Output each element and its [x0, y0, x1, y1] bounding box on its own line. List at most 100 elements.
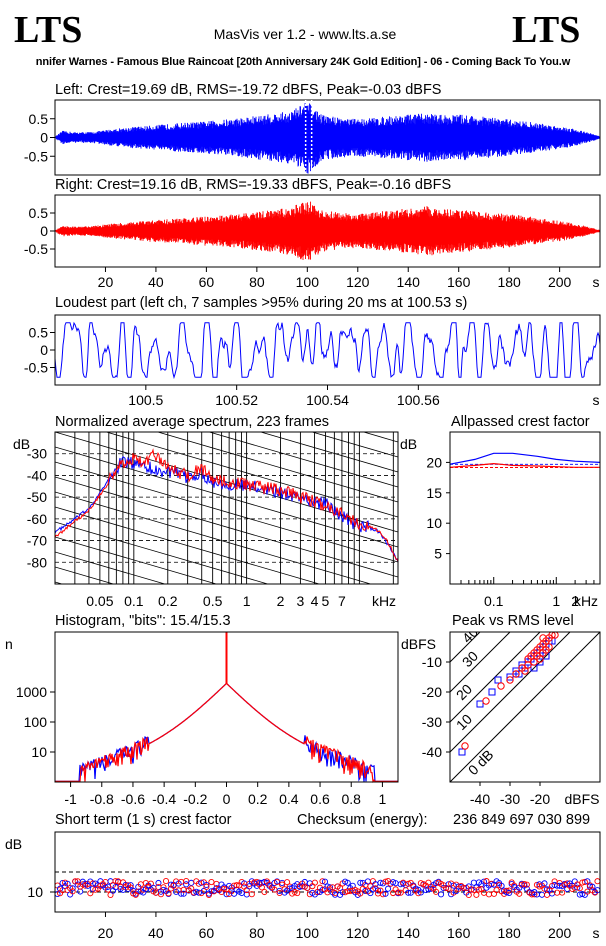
spectrum-series-line: [55, 456, 398, 563]
crestterm-point-red: [521, 881, 528, 888]
peakrms-crest-line: [450, 632, 481, 663]
spectrum-ytick-label: -50: [27, 489, 47, 505]
spectrum-xtick-label: 4: [311, 593, 319, 609]
peakrms-point-red: [521, 667, 529, 675]
crestterm-ytick-label: 10: [27, 884, 43, 900]
spectrum-xtick-label: 1: [243, 593, 251, 609]
loudest-xtick-label: 100.52: [215, 392, 258, 408]
crestterm-point-red: [390, 889, 397, 897]
loudest-ytick-label: 0: [40, 342, 48, 358]
spectrum-slope-line: [55, 297, 398, 397]
peakrms-point-blue: [488, 688, 496, 696]
crestterm-point-blue: [574, 884, 581, 891]
spectrum-xtick-label: 2: [277, 593, 285, 609]
peakrms-ylabel: dBFS: [401, 636, 436, 652]
crestterm-point-blue: [344, 879, 351, 886]
right-xtick-label: 160: [447, 274, 471, 290]
loudest-ytick-label: 0.5: [29, 325, 49, 341]
crestterm-point-red: [576, 885, 583, 892]
crestterm-point-red: [183, 877, 190, 885]
loudest-xtick-label: 100.54: [306, 392, 349, 408]
spectrum-ytick-label: -40: [27, 467, 47, 483]
right-ytick-label: -0.5: [24, 241, 48, 257]
spectrum-slope-line: [55, 476, 398, 578]
crestterm-point-red: [248, 891, 255, 898]
logo-right: LTS: [512, 9, 581, 51]
crestterm-point-blue: [407, 889, 414, 896]
peakrms-point-red: [497, 682, 505, 690]
right-ytick-label: 0: [40, 223, 48, 239]
crestterm-point-red: [397, 889, 404, 896]
logo-left: LTS: [14, 9, 83, 51]
crestterm-title: Short term (1 s) crest factor: [55, 812, 232, 828]
loudest-ytick-label: -0.5: [24, 360, 48, 376]
histogram-xtick-label: -0.2: [183, 791, 207, 807]
peakrms-crest-label: 0 dB: [465, 746, 497, 778]
peakrms-crest-line: [450, 632, 511, 693]
spectrum-ylabel: dB: [13, 436, 30, 452]
spectrum-slope-line: [55, 461, 398, 563]
spectrum-ytick-label: -30: [27, 446, 47, 462]
crestterm-xtick-label: 120: [346, 925, 370, 941]
peakrms-point-red: [548, 632, 556, 639]
allpass-series-line: [449, 452, 601, 465]
right-waveform: [54, 201, 601, 260]
peakrms-crest-line: [450, 632, 600, 782]
crestterm-point-blue: [203, 881, 210, 889]
histogram-xtick-label: 1: [379, 791, 387, 807]
crestterm-point-red: [485, 891, 493, 898]
peakrms-point-red: [545, 643, 553, 651]
crestterm-xtick-label: 20: [98, 925, 114, 941]
crestterm-point-red: [170, 882, 177, 889]
crestterm-point-blue: [321, 878, 329, 885]
crestterm-point-red: [496, 881, 503, 888]
spectrum-slope-line: [55, 446, 398, 548]
crestterm-point-blue: [470, 879, 477, 886]
spectrum-slope-line: [55, 521, 270, 584]
crestterm-point-blue: [326, 884, 334, 891]
crestterm-point-blue: [405, 889, 412, 896]
crestterm-point-red: [357, 890, 364, 897]
peakrms-xtick-label: -40: [470, 791, 490, 807]
peakrms-point-blue: [515, 670, 523, 678]
spectrum-slope-line: [55, 491, 372, 584]
allpass-ytick-label: 20: [426, 454, 442, 470]
crestterm-xtick-label: 160: [447, 925, 471, 941]
peakrms-ytick-label: -30: [422, 714, 442, 730]
crestterm-xtick-label: 60: [199, 925, 215, 941]
crestterm-point-red: [208, 878, 215, 886]
allpass-ytick-label: 15: [426, 485, 442, 501]
crestterm-point-blue: [64, 880, 71, 887]
crestterm-point-red: [395, 889, 402, 896]
crestterm-frame: [54, 831, 601, 913]
crestterm-point-red: [506, 887, 513, 894]
crestterm-point-blue: [417, 889, 424, 896]
crestterm-point-blue: [69, 885, 76, 892]
crestterm-point-blue: [364, 878, 371, 885]
allpass-title: Allpassed crest factor: [451, 414, 590, 430]
crestterm-xtick-label: 180: [497, 925, 521, 941]
peakrms-ytick-label: -10: [422, 654, 442, 670]
allpass-xtick-label: 2: [571, 593, 579, 609]
spectrum-slope-line: [156, 432, 398, 503]
allpass-ytick-label: 10: [426, 515, 442, 531]
peakrms-ytick-label: -40: [422, 744, 442, 760]
spectrum-slope-line: [105, 432, 398, 518]
spectrum-ytick-label: -80: [27, 554, 47, 570]
crestterm-point-blue: [180, 890, 187, 897]
histogram-title: Histogram, "bits": 15.4/15.3: [55, 613, 231, 629]
crestterm-point-blue: [480, 878, 487, 885]
crestterm-point-blue: [246, 883, 253, 890]
checksum-label: Checksum (energy):: [297, 812, 428, 828]
crestterm-point-red: [294, 890, 301, 897]
crestterm-point-blue: [198, 879, 205, 886]
allpass-xtick-label: 1: [552, 593, 560, 609]
histogram-xtick-label: -0.8: [90, 791, 114, 807]
peakrms-point-blue: [476, 700, 484, 708]
loudest-xtick-label: 100.5: [128, 392, 163, 408]
crestterm-point-red: [523, 881, 530, 888]
right-xtick-label: 140: [397, 274, 421, 290]
crestterm-point-blue: [579, 890, 586, 898]
histogram-xtick-label: 0.8: [341, 791, 361, 807]
crestterm-point-red: [490, 890, 498, 897]
